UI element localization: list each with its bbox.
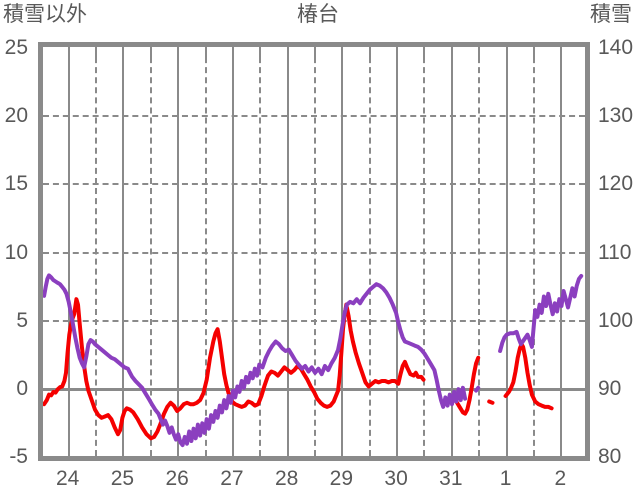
gridline-v-28.5: [314, 47, 316, 456]
gridline-v-28: [286, 47, 289, 456]
gridline-v-32.5: [532, 47, 535, 456]
tick-top-28: [286, 47, 289, 59]
gridline-v-27: [231, 47, 234, 456]
x-tick-label-30: 30: [384, 467, 408, 490]
right-tick-label-90: 90: [598, 376, 622, 400]
gridline-v-30: [396, 47, 399, 456]
gridline-v-30.5: [423, 47, 426, 456]
tick-top-26: [177, 47, 180, 59]
x-tick-label-27: 27: [220, 467, 244, 490]
left-tick-label-5: 5: [16, 308, 28, 332]
tick-top-33: [560, 47, 563, 59]
right-tick-label-120: 120: [598, 172, 634, 196]
series-layer: [43, 273, 584, 448]
tick-top-25: [122, 47, 125, 59]
left-tick-label-15: 15: [4, 172, 28, 196]
gridline-v-26.5: [204, 47, 207, 456]
x-tick-label-25: 25: [110, 467, 135, 490]
tick-top-29.5: [368, 47, 371, 59]
tick-top-31.5: [478, 47, 481, 59]
tick-top-27: [231, 47, 234, 59]
plot-area: [43, 47, 585, 456]
gridline-v-31: [450, 47, 453, 456]
series-line-purple: [43, 273, 584, 448]
right-tick-label-140: 140: [598, 36, 634, 59]
tick-top-27.5: [259, 47, 262, 59]
right-tick-label-110: 110: [598, 240, 632, 264]
right-axis-title: 積雪: [590, 3, 632, 26]
tick-top-32.5: [532, 47, 535, 59]
gridline-v-27.5: [259, 47, 262, 456]
tick-top-31: [450, 47, 453, 59]
gridline-v-25: [122, 47, 125, 456]
left-tick-label-0: 0: [16, 376, 28, 400]
tick-top-25.5: [149, 47, 152, 59]
left-tick-label--5: -5: [9, 445, 28, 468]
left-tick-label-25: 25: [4, 36, 28, 59]
x-tick-label-2: 2: [554, 467, 567, 490]
tick-top-26.5: [204, 47, 207, 59]
tick-top-24: [67, 47, 70, 59]
gridline-v-31.5: [478, 47, 481, 456]
tick-top-30.5: [423, 47, 426, 59]
left-axis-title: 積雪以外: [3, 3, 87, 26]
gridline-v-24: [67, 47, 70, 456]
x-tick-label-26: 26: [165, 467, 189, 490]
gridline-v-25.5: [149, 47, 152, 456]
tick-top-29: [341, 47, 344, 59]
tick-top-28.5: [314, 47, 316, 59]
tick-top-32: [505, 47, 508, 59]
right-tick-label-80: 80: [598, 445, 622, 468]
gridline-v-33: [560, 47, 563, 456]
left-tick-label-10: 10: [4, 240, 28, 264]
left-tick-label-20: 20: [4, 104, 28, 128]
series-line-red: [43, 297, 554, 441]
gridline-v-29: [341, 47, 344, 456]
gridline-v-24.5: [95, 47, 97, 456]
x-tick-label-1: 1: [499, 467, 512, 490]
tick-top-24.5: [95, 47, 97, 59]
right-tick-label-130: 130: [598, 104, 634, 128]
right-tick-label-100: 100: [598, 308, 634, 332]
x-tick-label-29: 29: [329, 467, 354, 490]
gridline-v-26: [177, 47, 180, 456]
tick-top-30: [396, 47, 399, 59]
gridline-v-32: [505, 47, 508, 456]
x-tick-label-31: 31: [439, 467, 463, 490]
x-tick-label-28: 28: [274, 467, 299, 490]
chart-title: 椿台: [297, 3, 339, 26]
gridline-v-29.5: [368, 47, 371, 456]
x-tick-label-24: 24: [55, 467, 80, 490]
